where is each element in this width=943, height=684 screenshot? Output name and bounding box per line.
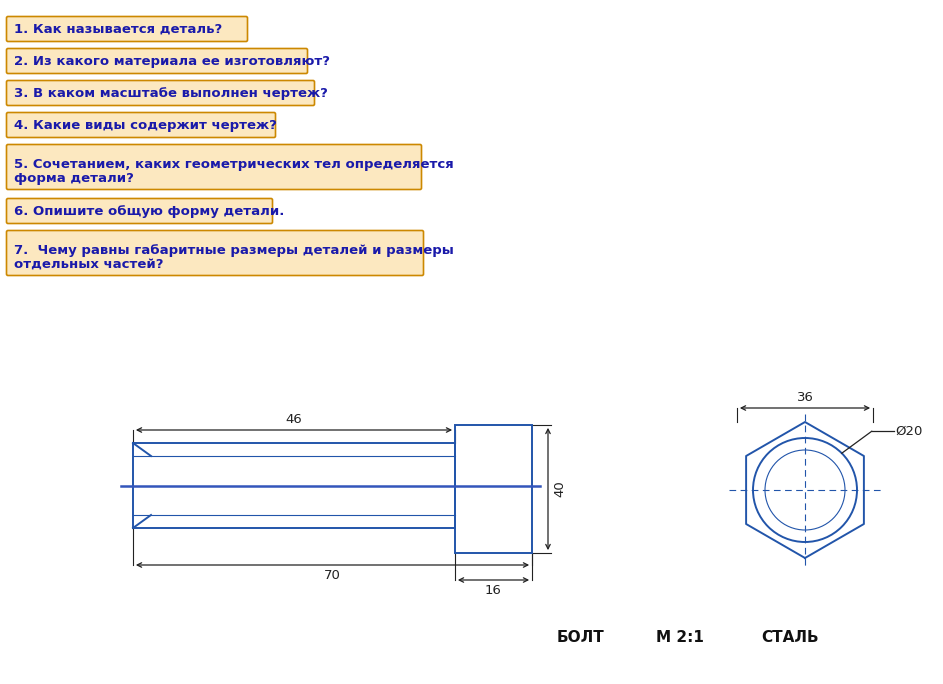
Bar — [133, 443, 455, 528]
Text: 3. В каком масштабе выполнен чертеж?: 3. В каком масштабе выполнен чертеж? — [14, 86, 328, 99]
Text: отдельных частей?: отдельных частей? — [14, 258, 163, 271]
FancyBboxPatch shape — [7, 49, 307, 73]
Text: 36: 36 — [797, 391, 814, 404]
Text: 7.  Чему равны габаритные размеры деталей и размеры: 7. Чему равны габаритные размеры деталей… — [14, 244, 454, 257]
Text: СТАЛЬ: СТАЛЬ — [761, 631, 819, 646]
Bar — [455, 425, 532, 553]
FancyBboxPatch shape — [7, 16, 247, 42]
Text: 46: 46 — [286, 413, 303, 426]
FancyBboxPatch shape — [7, 112, 275, 137]
Text: 1. Как называется деталь?: 1. Как называется деталь? — [14, 23, 223, 36]
Text: M 2:1: M 2:1 — [656, 631, 703, 646]
Text: 4. Какие виды содержит чертеж?: 4. Какие виды содержит чертеж? — [14, 118, 277, 131]
Text: 5. Сочетанием, каких геометрических тел определяется: 5. Сочетанием, каких геометрических тел … — [14, 158, 454, 171]
Text: 16: 16 — [485, 584, 502, 597]
Text: Ø20: Ø20 — [896, 425, 923, 438]
Text: 40: 40 — [553, 481, 566, 497]
Text: форма детали?: форма детали? — [14, 172, 134, 185]
Text: 6. Опишите общую форму детали.: 6. Опишите общую форму детали. — [14, 205, 285, 218]
Text: БОЛТ: БОЛТ — [556, 631, 604, 646]
FancyBboxPatch shape — [7, 81, 315, 105]
Text: 2. Из какого материала ее изготовляют?: 2. Из какого материала ее изготовляют? — [14, 55, 330, 68]
FancyBboxPatch shape — [7, 231, 423, 276]
FancyBboxPatch shape — [7, 198, 273, 224]
Text: 70: 70 — [324, 569, 341, 582]
FancyBboxPatch shape — [7, 144, 422, 189]
